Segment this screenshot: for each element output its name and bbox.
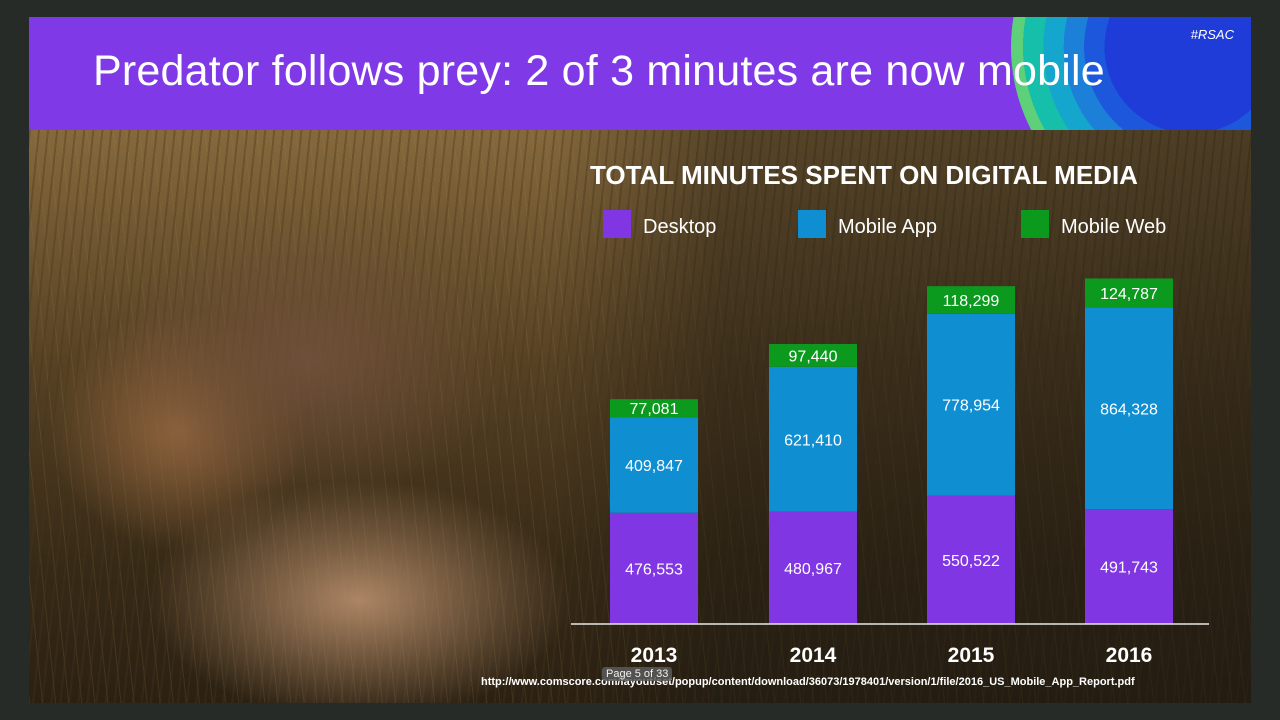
data-label-mobile-app-2015: 778,954 (942, 398, 1000, 415)
legend-swatch-mobile-app (798, 210, 826, 238)
legend-label-mobile-web: Mobile Web (1061, 216, 1166, 238)
x-axis-labels: 2013 2014 2015 2016 (631, 644, 1153, 667)
data-label-mobile-app-2016: 864,328 (1100, 401, 1158, 418)
data-label-desktop-2014: 480,967 (784, 561, 842, 578)
page-indicator: Page 5 of 33 (602, 667, 673, 681)
x-tick-label-2013: 2013 (631, 644, 678, 667)
slide-frame: Predator follows prey: 2 of 3 minutes ar… (29, 17, 1251, 703)
data-label-mobile-web-2014: 97,440 (789, 348, 838, 365)
bar-desktop-2016 (1085, 509, 1173, 624)
data-label-mobile-web-2016: 124,787 (1100, 286, 1158, 303)
stacked-bar-chart: TOTAL MINUTES SPENT ON DIGITAL MEDIA Des… (571, 160, 1209, 667)
data-label-desktop-2015: 550,522 (942, 553, 1000, 570)
x-tick-label-2015: 2015 (948, 644, 995, 667)
bar-mobile-web-2015 (927, 286, 1015, 314)
data-label-mobile-app-2014: 621,410 (784, 432, 842, 449)
data-label-mobile-app-2013: 409,847 (625, 458, 683, 475)
legend-label-mobile-app: Mobile App (838, 216, 937, 238)
legend-label-desktop: Desktop (643, 216, 716, 238)
legend-swatch-mobile-web (1021, 210, 1049, 238)
rsac-rings-graphic (1011, 17, 1251, 130)
bar-desktop-2014 (769, 511, 857, 624)
bar-mobile-app-2015 (927, 313, 1015, 496)
data-label-desktop-2013: 476,553 (625, 561, 683, 578)
bar-group: 476,553 409,847 77,081 480,967 621,410 97,440… (610, 278, 1173, 624)
bar-mobile-app-2014 (769, 366, 857, 512)
bar-desktop-2015 (927, 495, 1015, 624)
x-tick-label-2014: 2014 (790, 644, 837, 667)
hashtag-label: #RSAC (1190, 27, 1234, 42)
data-label-mobile-web-2013: 77,081 (630, 401, 679, 418)
data-label-desktop-2016: 491,743 (1100, 560, 1158, 577)
slide-title: Predator follows prey: 2 of 3 minutes ar… (93, 47, 1105, 95)
bar-desktop-2013 (610, 512, 698, 624)
data-label-mobile-web-2015: 118,299 (943, 293, 1000, 310)
bar-mobile-app-2016 (1085, 307, 1173, 510)
chart-legend: Desktop Mobile App Mobile Web (603, 210, 1166, 238)
bar-mobile-web-2014 (769, 344, 857, 367)
x-tick-label-2016: 2016 (1106, 644, 1153, 667)
bar-mobile-web-2013 (610, 399, 698, 418)
bar-mobile-web-2016 (1085, 278, 1173, 308)
legend-swatch-desktop (603, 210, 631, 238)
bar-mobile-app-2013 (610, 417, 698, 513)
source-url[interactable]: http://www.comscore.com/layout/set/popup… (481, 676, 1135, 688)
chart-title: TOTAL MINUTES SPENT ON DIGITAL MEDIA (590, 160, 1138, 190)
title-bar: Predator follows prey: 2 of 3 minutes ar… (29, 17, 1251, 130)
